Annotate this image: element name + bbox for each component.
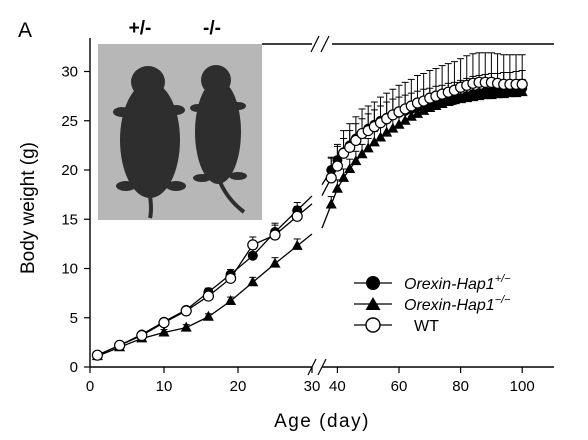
data-point-wt — [344, 141, 356, 153]
data-point-ko — [368, 136, 380, 147]
y-axis-title: Body weight (g) — [18, 142, 39, 274]
data-point-wt — [291, 210, 303, 222]
x-tick-label: 10 — [156, 378, 173, 395]
x-tick-label: 100 — [510, 378, 535, 395]
data-point-ko — [344, 163, 356, 174]
data-point-ko — [381, 126, 393, 137]
data-point-wt — [158, 317, 170, 329]
data-point-ko — [291, 239, 303, 250]
y-tick-label: 0 — [70, 359, 78, 376]
data-point-ko — [356, 148, 368, 159]
y-tick-label: 5 — [70, 310, 78, 327]
data-point-ko — [338, 171, 350, 182]
data-point-wt — [91, 349, 104, 361]
data-point-ko — [411, 107, 423, 118]
legend-entry-wt: WT — [354, 317, 439, 335]
data-point-ko — [202, 310, 214, 321]
x-tick-label: 30 — [304, 378, 321, 395]
legend-entry-het: Orexin-Hap1+/− — [354, 273, 511, 293]
photo-label-knockout: -/- — [203, 18, 221, 39]
y-tick-label: 20 — [61, 162, 78, 179]
data-point-wt — [180, 305, 192, 317]
y-tick-label: 15 — [61, 211, 78, 228]
data-point-ko — [393, 118, 405, 129]
data-point-ko — [399, 114, 411, 125]
photo-label-heterozygous: +/- — [129, 18, 152, 39]
y-axis-ticks: 0 5 10 15 20 25 30 — [61, 64, 90, 376]
legend-marker-wt — [365, 317, 381, 333]
legend-label-wt: WT — [414, 318, 439, 335]
x-tick-label: 20 — [230, 378, 247, 395]
mouse-heterozygous-picture — [113, 66, 186, 219]
y-tick-label: 30 — [61, 64, 78, 81]
data-point-wt — [136, 329, 148, 342]
data-point-ko — [247, 276, 259, 287]
data-point-wt — [247, 239, 259, 251]
data-series-layer — [91, 52, 528, 361]
data-point-wt — [516, 78, 528, 90]
data-point-ko — [325, 198, 337, 209]
data-point-ko — [362, 142, 374, 153]
data-point-wt — [350, 134, 362, 147]
legend-marker-het — [366, 276, 380, 290]
mouse-photo-inset — [98, 44, 262, 220]
data-point-ko — [225, 295, 237, 306]
data-point-ko — [375, 131, 387, 142]
data-point-ko — [331, 182, 343, 193]
x-tick-label: 0 — [86, 378, 94, 395]
legend-label-het: Orexin-Hap1+/− — [404, 273, 511, 293]
data-point-ko — [158, 326, 170, 337]
data-point-ko — [350, 155, 362, 166]
legend-marker-ko — [365, 297, 381, 310]
legend-label-ko: Orexin-Hap1−/− — [404, 294, 511, 314]
top-axis-break-mark — [310, 35, 330, 53]
data-point-ko — [387, 122, 399, 133]
x-tick-label: 60 — [391, 378, 408, 395]
data-point-wt — [325, 172, 337, 184]
mouse-knockout-picture — [190, 65, 247, 214]
data-point-wt — [331, 160, 343, 172]
data-point-wt — [202, 290, 214, 302]
data-point-ko — [405, 110, 417, 121]
legend: Orexin-Hap1+/− Orexin-Hap1−/− WT — [354, 273, 511, 335]
data-point-ko — [269, 257, 281, 268]
panel-label: A — [18, 19, 32, 42]
data-point-ko — [180, 321, 192, 332]
data-point-wt — [225, 272, 237, 284]
x-axis-title: Age (day) — [274, 411, 370, 432]
data-point-wt — [269, 229, 281, 241]
x-axis-ticks: 0 10 20 30 40 60 80 100 — [86, 367, 535, 395]
y-tick-label: 10 — [61, 261, 78, 278]
x-tick-label: 40 — [329, 378, 346, 395]
legend-entry-ko: Orexin-Hap1−/− — [354, 294, 511, 314]
data-point-wt — [113, 339, 126, 351]
data-point-het — [247, 250, 258, 261]
y-tick-label: 25 — [61, 113, 78, 130]
series-wt — [91, 52, 528, 361]
x-tick-label: 80 — [452, 378, 469, 395]
